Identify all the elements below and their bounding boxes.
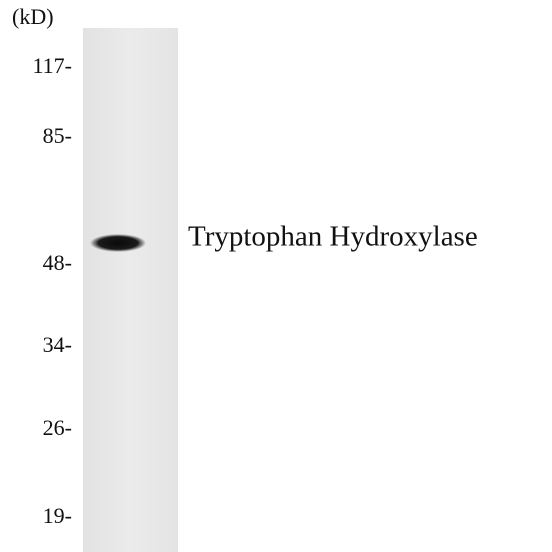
protein-band bbox=[90, 234, 146, 252]
gel-lane bbox=[83, 28, 178, 552]
marker-label: 85- bbox=[43, 123, 72, 148]
marker-label: 34- bbox=[43, 332, 72, 357]
marker-label: 19- bbox=[43, 503, 72, 528]
unit-label: (kD) bbox=[12, 4, 54, 29]
band-label: Tryptophan Hydroxylase bbox=[188, 221, 478, 253]
marker-label: 26- bbox=[43, 415, 72, 440]
marker-labels: 117- 85- 48- 34- 26- 19- bbox=[32, 53, 72, 528]
marker-label: 117- bbox=[32, 53, 72, 78]
marker-label: 48- bbox=[43, 250, 72, 275]
western-blot: (kD) Tryptophan Hydroxylase 117- 85- 48- 34… bbox=[0, 0, 552, 552]
